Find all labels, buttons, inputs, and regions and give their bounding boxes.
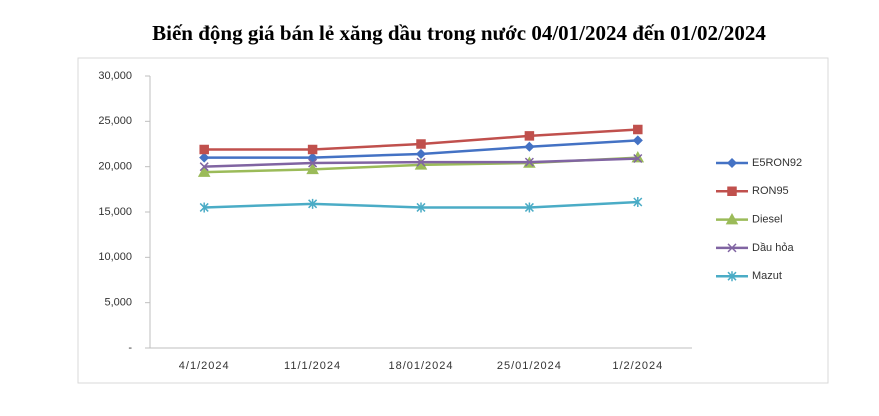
y-tick-label: 5,000 [104,297,132,309]
data-point [633,153,643,164]
legend-label: Mazut [752,270,782,282]
data-point [308,158,318,168]
legend-label: Diesel [752,214,783,226]
data-point [524,202,534,213]
data-point [524,157,534,167]
data-point [415,148,427,160]
data-point [199,144,209,155]
y-tick-label: 30,000 [98,70,132,82]
x-tick-label: 11/1/2024 [284,360,341,372]
data-point [633,197,643,208]
x-tick-label: 25/01/2024 [497,360,562,372]
data-point [199,162,209,172]
data-point [524,131,535,141]
legend-marker [725,213,739,225]
x-tick-label: 4/1/2024 [179,360,230,372]
y-tick-label: 10,000 [98,251,132,263]
legend-marker [727,243,737,253]
data-point [633,124,643,135]
legend-label: RON95 [752,185,789,197]
y-tick-label: - [128,342,132,354]
data-point [307,152,318,163]
y-tick-label: 25,000 [98,115,132,127]
data-point [416,157,426,167]
legend-marker [727,186,737,197]
chart-frame [77,57,829,384]
y-tick-label: 15,000 [98,206,132,218]
data-point [199,152,210,163]
chart-title: Biến động giá bán lẻ xăng dầu trong nước… [152,21,766,45]
data-point [416,139,426,149]
legend-label: E5RON92 [752,157,802,169]
x-tick-label: 18/01/2024 [388,360,453,372]
legend-marker [726,157,738,169]
data-point [307,144,318,155]
data-point [306,162,319,175]
data-point [632,135,643,146]
data-point [308,198,318,209]
x-tick-label: 1/2/2024 [612,360,663,372]
legend-label: Dầu hỏa [752,242,794,254]
data-point [524,141,535,152]
legend-marker [727,271,737,282]
data-point [197,165,211,177]
y-tick-label: 20,000 [98,161,132,173]
data-point [199,202,209,213]
data-point [416,202,426,213]
